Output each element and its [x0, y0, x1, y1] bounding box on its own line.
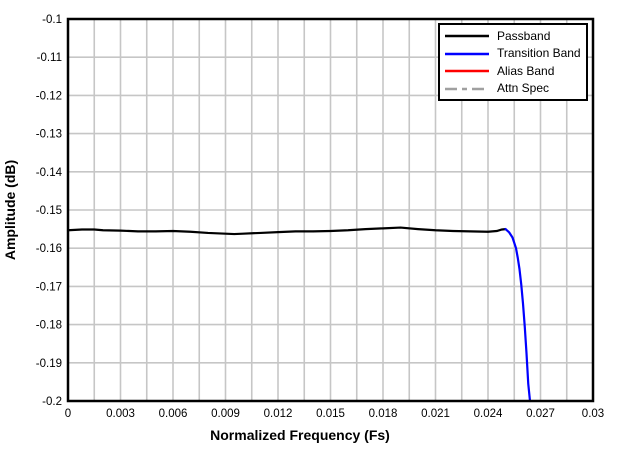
series-line-passband: [66, 226, 507, 236]
x-tick-label: 0.006: [159, 408, 188, 420]
x-axis-tick-labels: 0 0.003 0.006 0.009 0.012 0.015 0.018 0.021 0.02…: [65, 408, 604, 420]
x-tick-label: 0.027: [526, 408, 555, 420]
legend-label: Transition Band: [497, 46, 581, 61]
legend: Passband Transition Band Alias Band Attn Sp…: [438, 23, 588, 101]
x-tick-label: 0.021: [421, 408, 450, 420]
series-line-transition-band: [504, 228, 532, 403]
y-tick-label: -0.11: [37, 52, 62, 64]
plot-frame: [66, 17, 595, 403]
x-tick-label: 0.015: [316, 408, 345, 420]
legend-item-transition-band: Transition Band: [444, 45, 582, 62]
y-tick-label: -0.13: [36, 129, 62, 141]
legend-label: Attn Spec: [497, 81, 550, 96]
x-tick-label: 0.024: [474, 408, 503, 420]
y-tick-label: -0.12: [36, 90, 62, 102]
x-tick-label: 0: [65, 408, 71, 420]
legend-item-alias-band: Alias Band: [444, 62, 582, 79]
legend-item-passband: Passband: [444, 27, 582, 44]
x-axis-title: Normalized Frequency (Fs): [210, 427, 390, 443]
y-tick-label: -0.1: [42, 14, 62, 26]
y-tick-label: -0.19: [36, 358, 62, 370]
y-axis-title: Amplitude (dB): [2, 160, 18, 260]
legend-line-sample-icon: [445, 87, 489, 90]
legend-item-attn-spec: Attn Spec: [444, 80, 582, 97]
legend-line-sample-icon: [445, 70, 489, 73]
legend-line-sample-icon: [445, 35, 489, 38]
x-tick-label: 0.012: [264, 408, 293, 420]
y-tick-label: -0.15: [36, 205, 62, 217]
legend-line-sample-icon: [445, 52, 489, 55]
x-tick-label: 0.03: [582, 408, 604, 420]
legend-label: Alias Band: [497, 63, 555, 78]
x-tick-label: 0.003: [106, 408, 135, 420]
legend-label: Passband: [497, 28, 551, 43]
gridlines: [68, 19, 593, 401]
x-tick-label: 0.009: [211, 408, 240, 420]
y-tick-label: -0.2: [42, 396, 62, 408]
y-axis-tick-labels: -0.1 -0.11 -0.12 -0.13 -0.14 -0.15 -0.16 -0.17 -…: [36, 14, 63, 408]
data-series: [66, 226, 532, 403]
y-tick-label: -0.14: [36, 167, 63, 179]
x-tick-label: 0.018: [369, 408, 398, 420]
y-tick-label: -0.17: [36, 281, 62, 293]
y-tick-label: -0.16: [36, 243, 62, 255]
y-tick-label: -0.18: [36, 320, 62, 332]
